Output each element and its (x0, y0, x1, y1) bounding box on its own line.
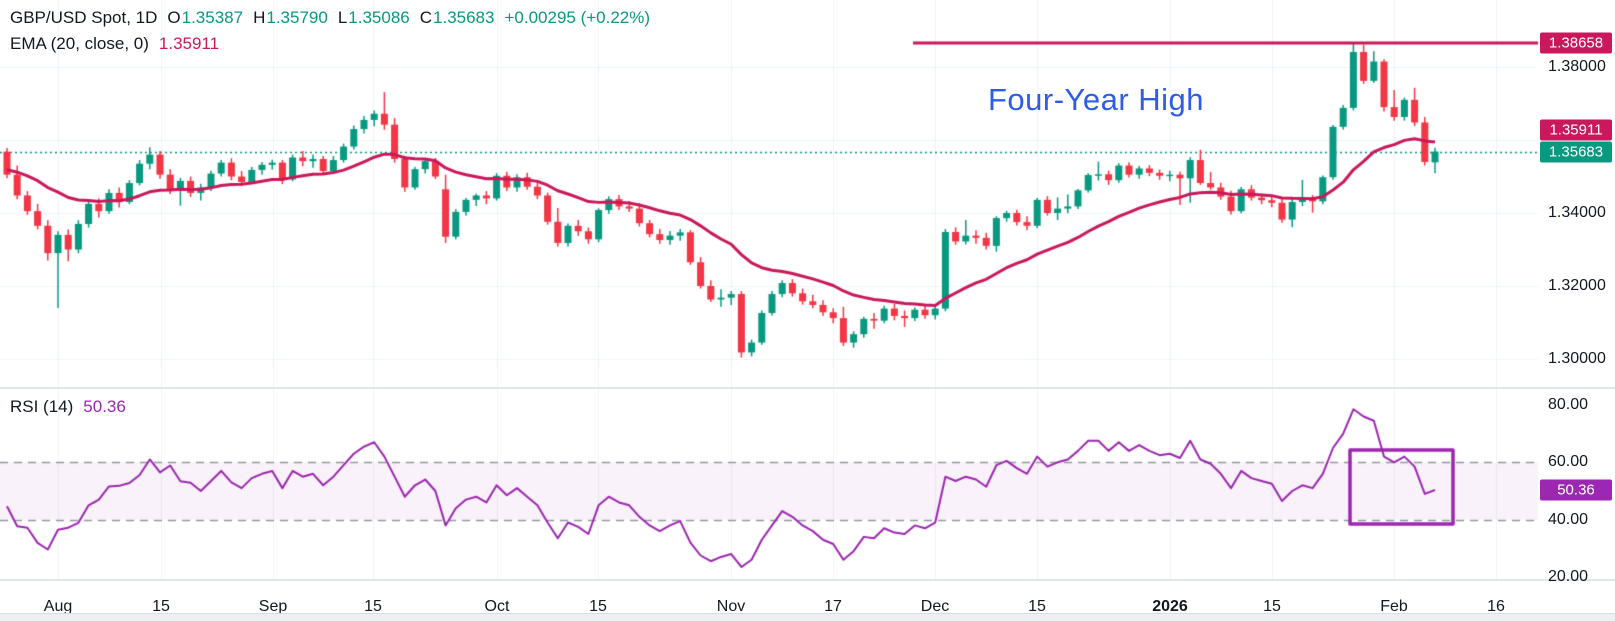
ohlc-open: O 1.35387 (167, 8, 244, 27)
rsi-legend: RSI (14) 50.36 (10, 397, 126, 417)
time-axis-label: 15 (1263, 598, 1281, 615)
price-axis-label: 1.38000 (1548, 58, 1606, 75)
price-axis-label: 1.30000 (1548, 350, 1606, 367)
ema-legend: EMA (20, close, 0) 1.35911 (10, 34, 219, 54)
time-axis-label: 16 (1487, 598, 1505, 615)
time-axis-label: 17 (824, 598, 842, 615)
rsi-value: 50.36 (83, 397, 126, 416)
ohlc-low: L 1.35086 (337, 8, 410, 27)
time-axis-label: Sep (258, 598, 288, 615)
rsi-axis-label: 40.00 (1548, 510, 1589, 528)
four-year-high-annotation[interactable]: Four-Year High (987, 82, 1205, 117)
time-axis-label: Feb (1380, 598, 1408, 615)
rsi-badge: 50.36 (1540, 479, 1612, 501)
rsi-label: RSI (14) (10, 397, 74, 416)
ohlc-high: H 1.35790 (253, 8, 328, 27)
time-axis-label: Nov (716, 598, 746, 615)
ema-label: EMA (20, close, 0) (10, 34, 149, 53)
symbol-title: GBP/USD Spot, 1D (10, 8, 158, 27)
time-axis-label: 2026 (1152, 598, 1188, 615)
rsi-axis-label: 80.00 (1548, 396, 1589, 413)
time-axis-label: 15 (1028, 598, 1046, 615)
price-badge: 1.38658 (1540, 32, 1612, 54)
price-badge: 1.35683 (1540, 141, 1612, 163)
time-axis-label: Aug (43, 598, 73, 615)
rsi-axis-label: 20.00 (1548, 568, 1589, 585)
time-axis-label: 15 (152, 598, 170, 615)
rsi-axis-label: 60.00 (1548, 453, 1589, 471)
time-axis-label: 15 (589, 598, 607, 615)
price-axis-label: 1.32000 (1548, 277, 1606, 294)
price-badge: 1.35911 (1540, 119, 1612, 141)
daily-change: +0.00295 (+0.22%) (504, 8, 651, 27)
price-axis-label: 1.34000 (1548, 204, 1606, 221)
ohlc-close: C 1.35683 (419, 8, 495, 27)
time-axis-label: Oct (484, 598, 510, 615)
ema-value: 1.35911 (158, 34, 220, 53)
symbol-legend: GBP/USD Spot, 1D O 1.35387 H 1.35790 L 1.35… (10, 8, 650, 28)
time-axis-label: 15 (364, 598, 382, 615)
time-axis-label: Dec (920, 598, 950, 615)
window-bottom-edge (0, 613, 1615, 621)
